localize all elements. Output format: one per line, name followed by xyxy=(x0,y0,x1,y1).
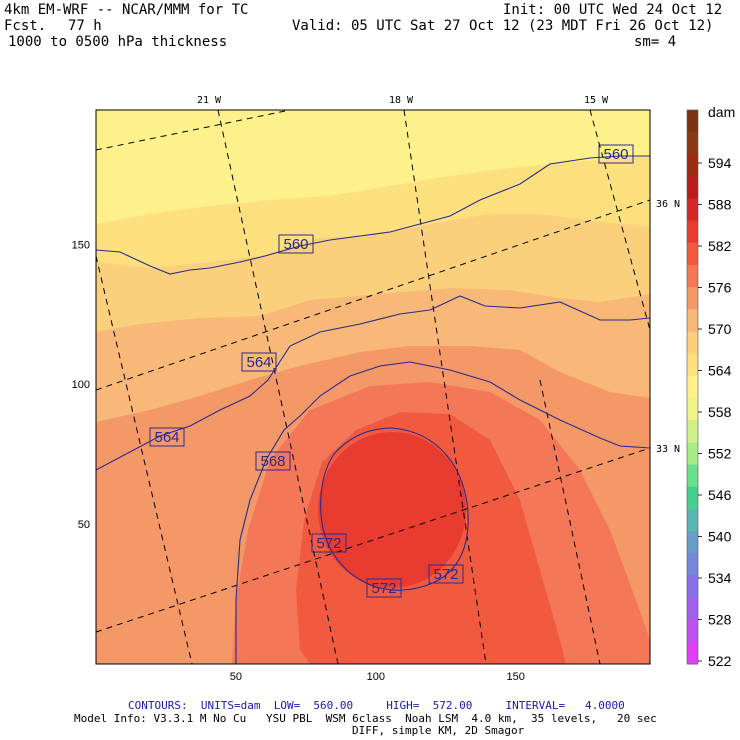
contour-label-text: 568 xyxy=(260,453,285,470)
colorbar-swatch xyxy=(687,132,698,155)
colorbar-label: 522 xyxy=(708,653,732,669)
colorbar-swatch xyxy=(687,464,698,488)
x-tick-label: 150 xyxy=(507,671,525,683)
lat-lon-grid xyxy=(96,110,650,664)
colorbar-swatch xyxy=(687,442,698,466)
meridian-24w xyxy=(96,255,193,664)
parallel-39n xyxy=(96,110,291,151)
colorbar-swatch xyxy=(687,198,698,222)
contour-label-text: 560 xyxy=(603,146,628,163)
colorbar-swatch xyxy=(687,287,698,310)
colorbar-swatch xyxy=(687,619,698,643)
shaded-field xyxy=(96,110,650,664)
contour-info: CONTOURS: UNITS=dam LOW= 560.00 HIGH= 57… xyxy=(128,699,625,712)
colorbar-swatch xyxy=(687,398,698,421)
contour-label: 564 xyxy=(149,427,185,447)
shade-572 xyxy=(318,432,466,588)
meridian-15w xyxy=(589,110,650,331)
colorbar-label: 534 xyxy=(708,570,732,586)
parallel-33n xyxy=(96,447,650,633)
contour-label-text: 572 xyxy=(433,566,458,583)
x-tick-label: 50 xyxy=(230,671,242,683)
colorbar-swatch xyxy=(687,242,698,266)
colorbar-swatch xyxy=(687,110,698,133)
contour-568 xyxy=(235,361,650,664)
model-info: Model Info: V3.3.1 M No Cu YSU PBL WSM 6… xyxy=(74,712,657,725)
map-frame xyxy=(95,109,651,665)
valid-time: Valid: 05 UTC Sat 27 Oct 12 (23 MDT Fri … xyxy=(292,18,714,34)
field-name: 1000 to 0500 hPa thickness xyxy=(8,34,228,50)
colorbar-label: 546 xyxy=(708,487,732,503)
contour-label-text: 572 xyxy=(371,580,396,597)
colorbar-swatch xyxy=(687,641,698,665)
y-tick-label: 50 xyxy=(78,519,90,531)
contour-lines xyxy=(96,155,650,664)
colorbar-swatch xyxy=(687,309,698,333)
contour-label-text: 560 xyxy=(283,236,308,253)
colorbar-swatch xyxy=(687,597,698,621)
contour-label: 560 xyxy=(278,234,314,254)
colorbar-swatch xyxy=(687,353,698,377)
colorbar-label: 540 xyxy=(708,529,732,545)
colorbar-label: 558 xyxy=(708,404,732,420)
contour-label-text: 564 xyxy=(154,429,179,446)
colorbar-swatch xyxy=(687,265,698,288)
colorbar-swatch xyxy=(687,176,698,200)
top-longitude-labels: 21 W 18 W 15 W xyxy=(197,95,609,106)
smoothing-info: sm= 4 xyxy=(634,34,677,50)
colorbar-label: 588 xyxy=(708,197,732,213)
colorbar-swatch xyxy=(687,331,698,355)
forecast-hours: 77 h xyxy=(68,18,102,34)
colorbar-swatch xyxy=(687,486,698,510)
contour-label: 572 xyxy=(311,533,347,553)
lat-label: 33 N xyxy=(656,444,680,455)
colorbar: dam 594 588 582 576 570 564 558 552 546 540 534 528 5… xyxy=(686,104,735,669)
contour-560 xyxy=(96,155,650,275)
forecast-label: Fcst. xyxy=(4,18,47,34)
colorbar-swatch xyxy=(687,531,698,554)
contour-labels: 560 560 564 564 568 572 572 572 xyxy=(149,144,634,598)
colorbar-unit: dam xyxy=(708,104,735,120)
lon-label: 15 W xyxy=(584,95,609,106)
colorbar-swatch xyxy=(687,375,698,399)
y-tick-label: 150 xyxy=(72,239,90,251)
contour-label: 568 xyxy=(255,451,291,471)
lat-label: 36 N xyxy=(656,199,680,210)
colorbar-label: 576 xyxy=(708,280,732,296)
contour-572 xyxy=(320,427,469,591)
diffusion-info: DIFF, simple KM, 2D Smagor xyxy=(352,724,525,737)
colorbar-swatch xyxy=(687,154,698,177)
meridian-18w xyxy=(403,110,487,664)
colorbar-swatch xyxy=(687,508,698,532)
colorbar-swatch xyxy=(687,553,698,576)
right-latitude-labels: 36 N 33 N xyxy=(656,199,680,455)
colorbar-label: 594 xyxy=(708,155,732,171)
init-time: Init: 00 UTC Wed 24 Oct 12 xyxy=(503,2,723,18)
meridian-12w-seg xyxy=(539,379,601,664)
lon-label: 18 W xyxy=(389,95,414,106)
colorbar-label: 552 xyxy=(708,446,732,462)
colorbar-label: 528 xyxy=(708,612,732,628)
colorbar-label: 582 xyxy=(708,238,732,254)
contour-label: 564 xyxy=(241,352,277,372)
model-title: 4km EM-WRF -- NCAR/MMM for TC xyxy=(4,2,249,18)
contour-label-text: 572 xyxy=(316,535,341,552)
y-tick-label: 100 xyxy=(72,379,90,391)
lon-label: 21 W xyxy=(197,95,222,106)
contour-label: 572 xyxy=(366,578,402,598)
colorbar-swatch xyxy=(687,420,698,443)
contour-564 xyxy=(96,295,650,471)
axis-ticks: 50 100 150 50 100 150 xyxy=(72,239,525,683)
x-tick-label: 100 xyxy=(367,671,385,683)
colorbar-swatch xyxy=(687,220,698,244)
colorbar-label: 564 xyxy=(708,363,732,379)
contour-label: 560 xyxy=(598,144,634,164)
contour-label: 572 xyxy=(428,564,464,584)
colorbar-swatch xyxy=(687,575,698,599)
contour-label-text: 564 xyxy=(246,354,271,371)
parallel-36n xyxy=(96,199,650,391)
colorbar-label: 570 xyxy=(708,321,732,337)
